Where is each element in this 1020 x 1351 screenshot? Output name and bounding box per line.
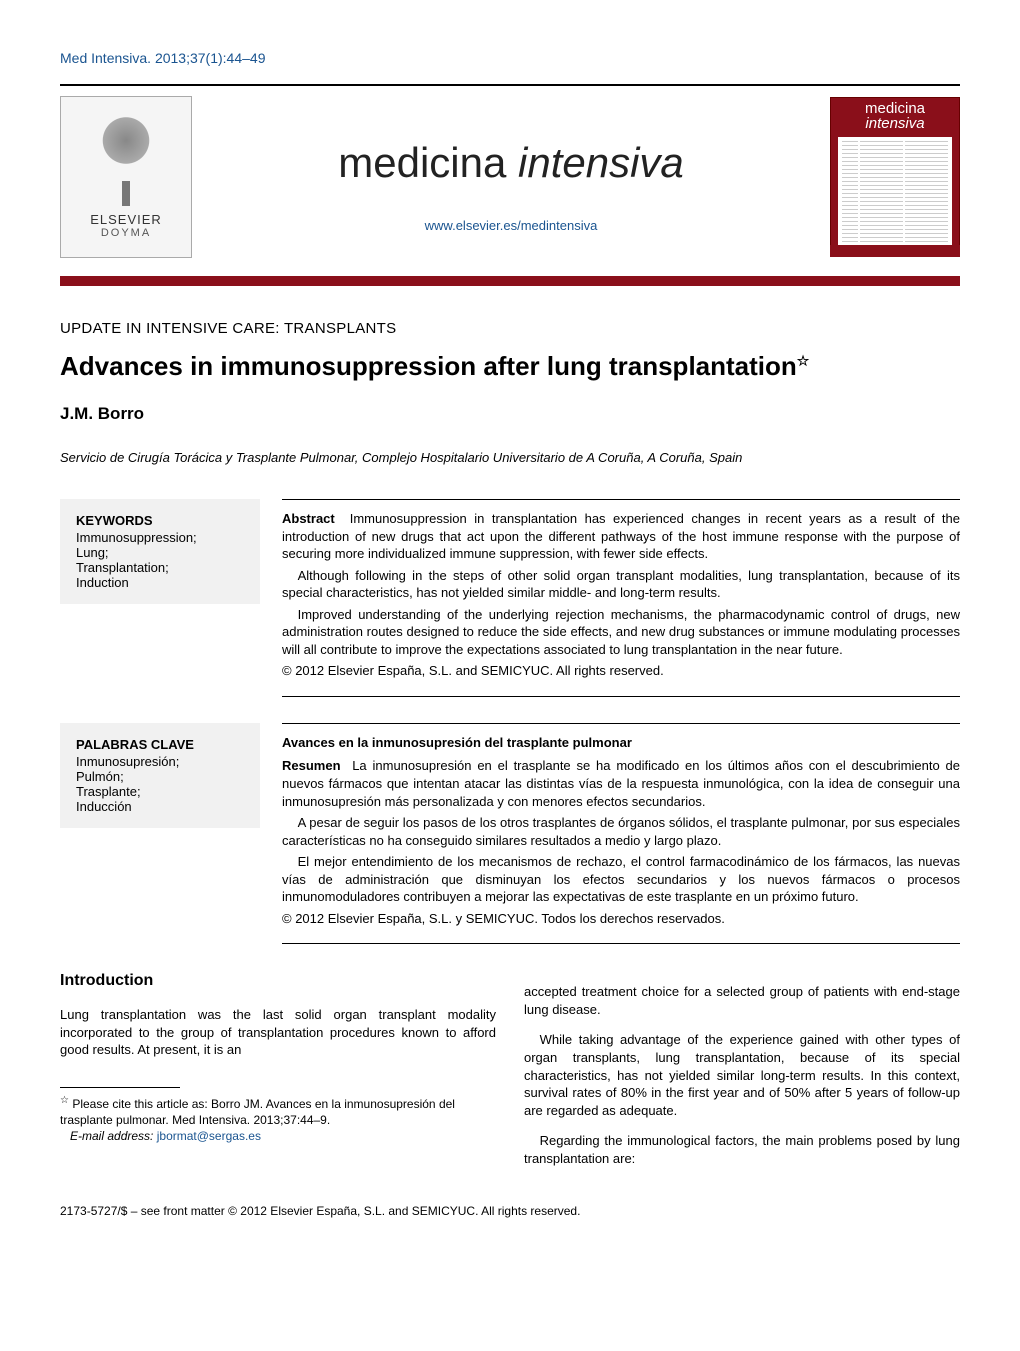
- affiliation: Servicio de Cirugía Torácica y Trasplant…: [60, 450, 960, 465]
- keywords-heading-en: KEYWORDS: [76, 513, 244, 528]
- keywords-box-es: PALABRAS CLAVE Inmunosupresión; Pulmón; …: [60, 723, 260, 828]
- masthead: ELSEVIER DOYMA medicina intensiva www.el…: [60, 86, 960, 276]
- resumen-title: Avances en la inmunosupresión del traspl…: [282, 734, 960, 752]
- running-head-citation: Med Intensiva. 2013;37(1):44–49: [60, 50, 960, 66]
- resumen-label: Resumen: [282, 758, 341, 773]
- email-label: E-mail address:: [70, 1129, 153, 1143]
- abstract-en-p3: Improved understanding of the underlying…: [282, 606, 960, 659]
- keywords-list-en: Immunosuppression; Lung; Transplantation…: [76, 530, 244, 590]
- keywords-heading-es: PALABRAS CLAVE: [76, 737, 244, 752]
- abstract-body-en: Abstract Immunosuppression in transplant…: [282, 499, 960, 697]
- abstract-en-copyright: © 2012 Elsevier España, S.L. and SEMICYU…: [282, 662, 960, 680]
- body-right-p2: While taking advantage of the experience…: [524, 1031, 960, 1119]
- abstract-body-es: Avances en la inmunosupresión del traspl…: [282, 723, 960, 944]
- cover-title-b: intensiva: [865, 115, 924, 132]
- introduction-heading: Introduction: [60, 970, 496, 992]
- cover-body-lines: [838, 137, 952, 255]
- authors: J.M. Borro: [60, 404, 960, 424]
- publisher-subname: DOYMA: [101, 227, 151, 239]
- abstract-en-p2: Although following in the steps of other…: [282, 567, 960, 602]
- footnote-rule: [60, 1087, 180, 1088]
- page-root: Med Intensiva. 2013;37(1):44–49 ELSEVIER…: [0, 0, 1020, 1258]
- abstract-block-en: KEYWORDS Immunosuppression; Lung; Transp…: [60, 499, 960, 697]
- publisher-logo: ELSEVIER DOYMA: [60, 96, 192, 258]
- elsevier-tree-icon: [91, 116, 161, 206]
- footnote-email: E-mail address: jbormat@sergas.es: [60, 1128, 496, 1144]
- cover-footer-bar: [830, 245, 960, 257]
- journal-title-b: intensiva: [518, 139, 684, 186]
- author-email-link[interactable]: jbormat@sergas.es: [157, 1129, 261, 1143]
- cover-title: medicina intensiva: [830, 97, 960, 131]
- footnote-cite: ☆ Please cite this article as: Borro JM.…: [60, 1094, 496, 1128]
- body-columns: Introduction Lung transplantation was th…: [60, 970, 960, 1180]
- journal-cover-thumbnail: medicina intensiva: [830, 97, 960, 257]
- masthead-center: medicina intensiva www.elsevier.es/medin…: [212, 119, 810, 235]
- abstract-es-p1: La inmunosupresión en el trasplante se h…: [282, 758, 960, 808]
- journal-title: medicina intensiva: [212, 139, 810, 187]
- red-rule: [60, 276, 960, 286]
- abstract-en-p1: Immunosuppression in transplantation has…: [282, 511, 960, 561]
- article-title-text: Advances in immunosuppression after lung…: [60, 351, 797, 381]
- body-col-left: Introduction Lung transplantation was th…: [60, 970, 496, 1180]
- abstract-es-copyright: © 2012 Elsevier España, S.L. y SEMICYUC.…: [282, 910, 960, 928]
- title-footnote-marker: ☆: [797, 352, 810, 368]
- article-title: Advances in immunosuppression after lung…: [60, 351, 960, 382]
- body-col-right: accepted treatment choice for a selected…: [524, 970, 960, 1180]
- body-right-p3: Regarding the immunological factors, the…: [524, 1132, 960, 1167]
- body-right-p1: accepted treatment choice for a selected…: [524, 983, 960, 1018]
- abstract-label-en: Abstract: [282, 511, 335, 526]
- footnote-block: ☆ Please cite this article as: Borro JM.…: [60, 1094, 496, 1145]
- keywords-box-en: KEYWORDS Immunosuppression; Lung; Transp…: [60, 499, 260, 604]
- keywords-list-es: Inmunosupresión; Pulmón; Trasplante; Ind…: [76, 754, 244, 814]
- footnote-cite-text: Please cite this article as: Borro JM. A…: [60, 1097, 455, 1127]
- publisher-name: ELSEVIER: [90, 212, 162, 227]
- section-label: UPDATE IN INTENSIVE CARE: TRANSPLANTS: [60, 320, 960, 337]
- abstract-es-p3: El mejor entendimiento de los mecanismos…: [282, 853, 960, 906]
- star-icon: ☆: [60, 1095, 69, 1106]
- abstract-block-es: PALABRAS CLAVE Inmunosupresión; Pulmón; …: [60, 723, 960, 944]
- journal-title-a: medicina: [338, 139, 518, 186]
- journal-url-link[interactable]: www.elsevier.es/medintensiva: [425, 218, 598, 233]
- footer-copyright: 2173-5727/$ – see front matter © 2012 El…: [60, 1204, 960, 1218]
- abstract-es-p2: A pesar de seguir los pasos de los otros…: [282, 814, 960, 849]
- body-left-p1: Lung transplantation was the last solid …: [60, 1006, 496, 1059]
